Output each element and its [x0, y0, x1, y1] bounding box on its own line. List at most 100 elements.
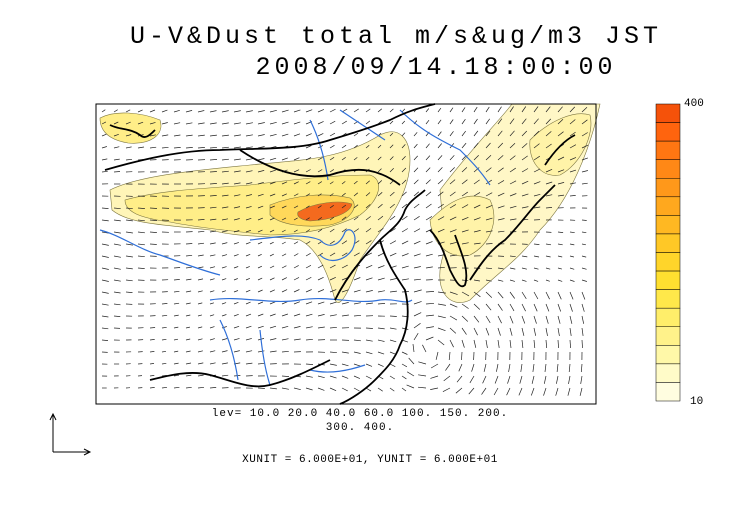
colorbar-swatch: [655, 363, 681, 383]
wind-vector: [197, 266, 204, 269]
wind-vector: [556, 375, 559, 384]
wind-vector: [530, 387, 535, 396]
wind-vector: [245, 289, 251, 293]
wind-vector: [581, 279, 588, 282]
wind-vector: [473, 339, 477, 348]
wind-vector: [448, 351, 451, 361]
wind-vector: [317, 289, 325, 293]
wind-vector: [257, 325, 264, 329]
wind-vector: [401, 253, 409, 257]
colorbar-swatch: [655, 159, 681, 179]
wind-vector: [269, 325, 277, 329]
wind-vector: [221, 218, 229, 221]
wind-vector: [329, 132, 336, 137]
wind-vector: [497, 267, 504, 270]
wind-vector: [305, 193, 311, 197]
wind-vector: [269, 133, 277, 137]
wind-vector: [413, 228, 421, 233]
wind-vector: [149, 207, 158, 209]
wind-vector: [557, 243, 563, 246]
wind-vector: [569, 169, 577, 173]
wind-vector: [485, 230, 493, 233]
wind-vector: [485, 130, 491, 137]
wind-vector: [568, 363, 571, 373]
wind-vector: [293, 109, 301, 113]
wind-vector: [257, 277, 263, 281]
wind-vector: [461, 279, 469, 282]
wind-vector: [329, 375, 337, 379]
wind-vector: [293, 253, 299, 257]
wind-vector: [509, 205, 517, 209]
wind-vector: [173, 338, 179, 341]
wind-vector: [389, 168, 394, 173]
wind-vector: [580, 375, 583, 384]
wind-vector: [305, 375, 313, 378]
wind-vector: [413, 323, 421, 329]
wind-vector: [496, 363, 499, 372]
wind-vector: [353, 387, 360, 392]
wind-vector: [221, 122, 229, 125]
wind-vector: [497, 291, 504, 299]
wind-vector: [555, 387, 559, 396]
wind-vector: [209, 171, 217, 173]
wind-vector: [221, 254, 228, 257]
wind-vector: [197, 110, 205, 113]
wind-vector: [437, 315, 446, 319]
wind-vector: [353, 157, 358, 161]
wind-vector: [281, 193, 287, 197]
wind-vector: [185, 314, 191, 317]
wind-vector: [293, 326, 301, 329]
wind-vector: [418, 374, 427, 377]
wind-vector: [533, 315, 537, 324]
wind-vector: [365, 132, 370, 137]
wind-vector: [257, 146, 265, 149]
wind-vector: [113, 303, 121, 306]
wind-vector: [257, 122, 265, 125]
wind-vector: [161, 122, 168, 125]
wind-vector: [425, 241, 433, 245]
wind-vector: [521, 155, 528, 161]
wind-vector: [221, 362, 228, 365]
wind-vector: [425, 119, 430, 125]
wind-vector: [221, 158, 229, 161]
wind-vector: [125, 146, 132, 149]
wind-vector: [389, 191, 395, 197]
wind-vector: [389, 252, 397, 257]
wind-vector: [281, 313, 289, 317]
wind-vector: [173, 314, 179, 317]
wind-vector: [430, 375, 439, 379]
wind-vector: [185, 110, 193, 113]
wind-vector: [449, 339, 454, 348]
wind-vector: [557, 315, 561, 324]
wind-vector: [161, 386, 168, 389]
wind-vector: [173, 386, 180, 389]
wind-vector: [569, 315, 573, 324]
wind-vector: [533, 155, 540, 161]
wind-vector: [221, 266, 227, 269]
wind-vector: [281, 350, 289, 353]
wind-vector: [305, 264, 312, 269]
wind-vector: [545, 131, 552, 137]
wind-vector: [221, 290, 227, 293]
wind-vector: [413, 289, 422, 293]
wind-vector: [581, 339, 583, 349]
wind-vector: [197, 302, 203, 305]
wind-vector: [173, 147, 181, 149]
wind-vector: [305, 133, 312, 137]
wind-vector: [125, 109, 131, 113]
wind-vector: [485, 204, 493, 209]
wind-vector: [455, 387, 463, 394]
wind-vector: [365, 204, 371, 209]
wind-vector: [233, 158, 241, 161]
wind-vector: [197, 350, 203, 353]
wind-vector: [125, 121, 131, 125]
wind-vector: [401, 327, 409, 330]
wind-vector: [389, 363, 396, 368]
wind-vector: [569, 291, 574, 300]
wind-vector: [497, 230, 505, 233]
wind-vector: [377, 351, 385, 355]
wind-vector: [557, 182, 565, 185]
wind-vector: [185, 362, 192, 365]
wind-vector: [509, 118, 515, 125]
wind-vector: [245, 122, 253, 125]
